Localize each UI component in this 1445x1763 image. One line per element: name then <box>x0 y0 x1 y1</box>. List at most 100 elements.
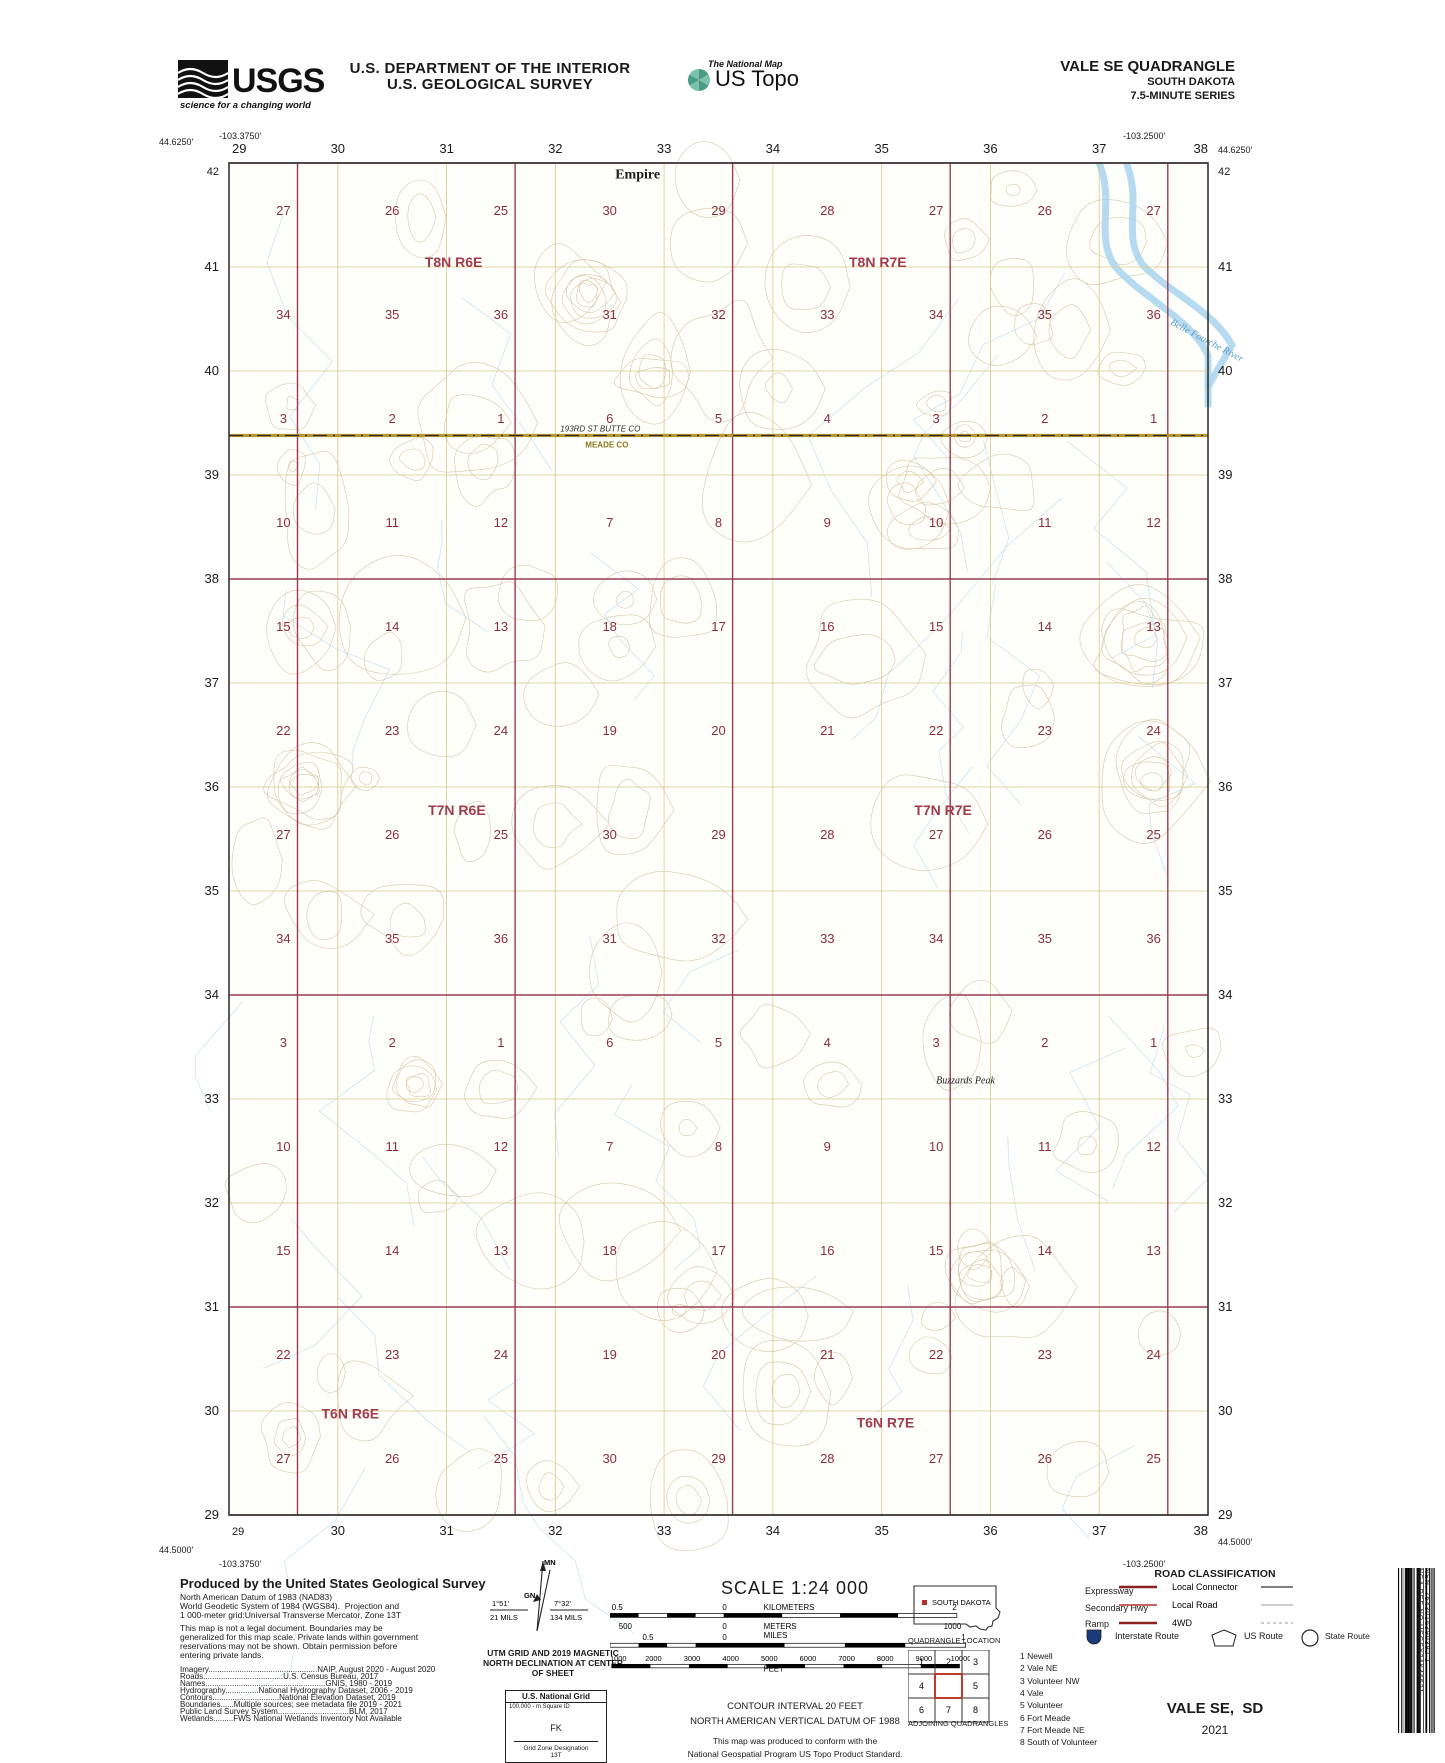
svg-text:44.6250': 44.6250' <box>159 137 194 147</box>
svg-text:14: 14 <box>385 619 399 634</box>
svg-text:6: 6 <box>606 411 613 426</box>
svg-text:9: 9 <box>824 1139 831 1154</box>
svg-text:27: 27 <box>276 1451 290 1466</box>
svg-text:33: 33 <box>1218 1091 1232 1106</box>
svg-text:22: 22 <box>276 1347 290 1362</box>
svg-text:36: 36 <box>205 779 219 794</box>
svg-text:41: 41 <box>1218 259 1232 274</box>
svg-text:38: 38 <box>1194 1523 1208 1538</box>
svg-text:36: 36 <box>983 141 997 156</box>
svg-text:11: 11 <box>385 1139 399 1154</box>
svg-text:10: 10 <box>276 515 290 530</box>
svg-text:0: 0 <box>722 1603 727 1612</box>
svg-text:22: 22 <box>276 723 290 738</box>
svg-text:32: 32 <box>548 141 562 156</box>
svg-text:27: 27 <box>276 203 290 218</box>
svg-text:32: 32 <box>711 931 725 946</box>
svg-text:35: 35 <box>1218 883 1232 898</box>
svg-text:34: 34 <box>1218 987 1232 1002</box>
svg-text:36: 36 <box>983 1523 997 1538</box>
svg-text:29: 29 <box>711 1451 725 1466</box>
svg-text:35: 35 <box>874 1523 888 1538</box>
svg-text:9: 9 <box>824 515 831 530</box>
svg-text:MILES: MILES <box>764 1631 788 1640</box>
svg-text:33: 33 <box>820 931 834 946</box>
svg-text:27: 27 <box>276 827 290 842</box>
svg-text:7°32': 7°32' <box>554 1599 572 1608</box>
svg-text:29: 29 <box>232 1526 244 1538</box>
svg-text:2: 2 <box>389 411 396 426</box>
svg-text:1: 1 <box>497 1035 504 1050</box>
svg-text:4WD: 4WD <box>1172 1618 1193 1628</box>
svg-text:3: 3 <box>932 1035 939 1050</box>
svg-text:T6N R7E: T6N R7E <box>857 1415 915 1431</box>
svg-text:35: 35 <box>205 883 219 898</box>
svg-text:44.5000': 44.5000' <box>159 1545 194 1555</box>
svg-text:28: 28 <box>820 1451 834 1466</box>
svg-text:39: 39 <box>205 467 219 482</box>
svg-text:15: 15 <box>276 1243 290 1258</box>
svg-text:T7N R7E: T7N R7E <box>914 802 972 818</box>
svg-text:4: 4 <box>824 1035 831 1050</box>
svg-text:8: 8 <box>715 515 722 530</box>
svg-text:13: 13 <box>1146 1243 1160 1258</box>
svg-text:26: 26 <box>385 203 399 218</box>
svg-text:33: 33 <box>657 141 671 156</box>
svg-text:1: 1 <box>1150 1035 1157 1050</box>
svg-text:32: 32 <box>711 307 725 322</box>
svg-text:SOUTH DAKOTA: SOUTH DAKOTA <box>932 1598 991 1607</box>
svg-text:35: 35 <box>1038 931 1052 946</box>
svg-text:11: 11 <box>1038 515 1052 530</box>
svg-text:27: 27 <box>929 827 943 842</box>
svg-text:1: 1 <box>497 411 504 426</box>
svg-text:13: 13 <box>494 619 508 634</box>
svg-text:2: 2 <box>389 1035 396 1050</box>
svg-text:3: 3 <box>973 1657 978 1667</box>
svg-text:13: 13 <box>494 1243 508 1258</box>
svg-text:37: 37 <box>1218 675 1232 690</box>
svg-text:Empire: Empire <box>615 168 660 183</box>
svg-text:1°51': 1°51' <box>492 1599 510 1608</box>
svg-text:24: 24 <box>1146 723 1160 738</box>
svg-text:31: 31 <box>205 1299 219 1314</box>
svg-text:30: 30 <box>331 141 345 156</box>
svg-text:24: 24 <box>494 1347 508 1362</box>
svg-text:40: 40 <box>205 363 219 378</box>
svg-text:5000: 5000 <box>761 1654 778 1663</box>
svg-text:19: 19 <box>602 723 616 738</box>
svg-text:31: 31 <box>439 1523 453 1538</box>
svg-text:20: 20 <box>711 723 725 738</box>
svg-text:5: 5 <box>715 1035 722 1050</box>
svg-text:18: 18 <box>602 619 616 634</box>
svg-text:23: 23 <box>385 1347 399 1362</box>
svg-text:24: 24 <box>494 723 508 738</box>
svg-text:17: 17 <box>711 619 725 634</box>
svg-text:25: 25 <box>494 203 508 218</box>
svg-text:34: 34 <box>929 931 943 946</box>
svg-text:34: 34 <box>766 141 780 156</box>
svg-text:26: 26 <box>385 827 399 842</box>
svg-text:31: 31 <box>439 141 453 156</box>
svg-text:35: 35 <box>385 307 399 322</box>
svg-text:6000: 6000 <box>800 1654 817 1663</box>
svg-text:33: 33 <box>820 307 834 322</box>
svg-text:25: 25 <box>494 827 508 842</box>
svg-text:5: 5 <box>973 1681 978 1691</box>
svg-text:-103.2500': -103.2500' <box>1123 131 1166 141</box>
svg-text:2: 2 <box>1041 411 1048 426</box>
svg-text:16: 16 <box>820 619 834 634</box>
svg-text:134 MILS: 134 MILS <box>550 1613 582 1622</box>
svg-text:25: 25 <box>1146 1451 1160 1466</box>
svg-text:21: 21 <box>820 723 834 738</box>
svg-text:35: 35 <box>1038 307 1052 322</box>
svg-text:41: 41 <box>205 259 219 274</box>
svg-text:6: 6 <box>606 1035 613 1050</box>
svg-text:11: 11 <box>1038 1139 1052 1154</box>
svg-text:23: 23 <box>1038 1347 1052 1362</box>
svg-text:MN: MN <box>544 1558 556 1567</box>
svg-text:36: 36 <box>494 307 508 322</box>
svg-text:27: 27 <box>1146 203 1160 218</box>
svg-text:7000: 7000 <box>838 1654 855 1663</box>
svg-text:Buzzards Peak: Buzzards Peak <box>936 1075 995 1086</box>
svg-text:12: 12 <box>1146 1139 1160 1154</box>
